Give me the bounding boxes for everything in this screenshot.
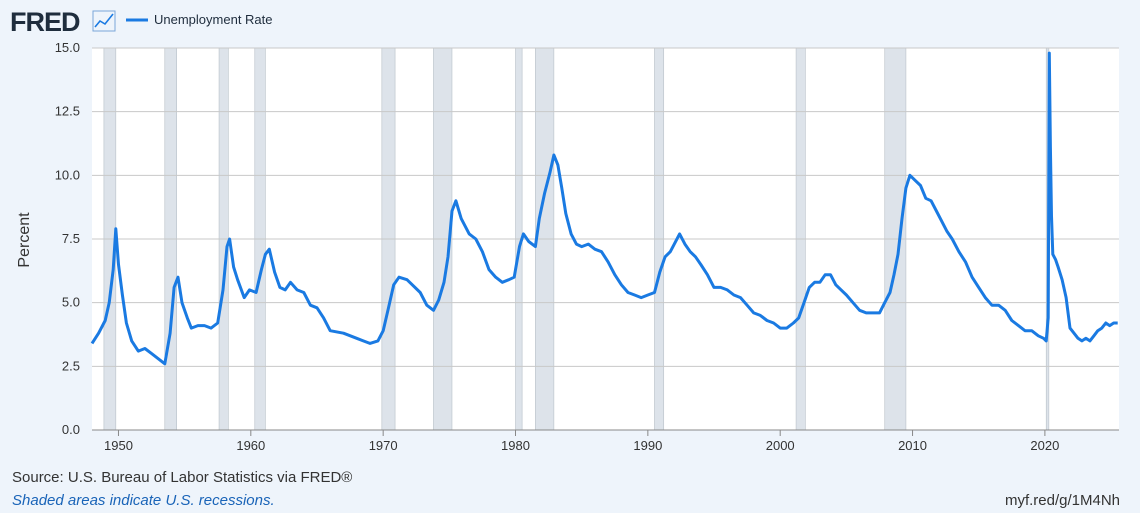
x-tick-label: 1950 <box>104 438 133 453</box>
x-tick-label: 1960 <box>236 438 265 453</box>
y-tick-label: 7.5 <box>62 231 80 246</box>
chart-line-icon <box>92 10 116 32</box>
legend: Unemployment Rate <box>126 12 273 27</box>
unemployment-chart: FRED Unemployment Rate 0.0 2.5 5.0 7.5 10.0 1… <box>10 7 1119 453</box>
x-tick-label: 2000 <box>766 438 795 453</box>
y-tick-label: 2.5 <box>62 358 80 373</box>
x-tick-label: 1970 <box>369 438 398 453</box>
x-tick-label: 2020 <box>1030 438 1059 453</box>
series-line-unemployment-rate <box>90 51 1118 366</box>
short-link[interactable]: myf.red/g/1M4Nh <box>1004 492 1120 509</box>
y-tick-label: 12.5 <box>55 104 80 119</box>
y-tick-label: 0.0 <box>62 422 80 437</box>
recession-note: Shaded areas indicate U.S. recessions. <box>12 492 275 509</box>
y-tick-label: 10.0 <box>55 167 80 182</box>
x-axis-ticks: 1950 1960 1970 1980 1990 2000 2010 2020 <box>104 430 1059 453</box>
legend-label-unemployment-rate: Unemployment Rate <box>154 12 273 27</box>
x-tick-label: 2010 <box>898 438 927 453</box>
x-tick-label: 1980 <box>501 438 530 453</box>
y-axis-title: Percent <box>16 212 33 268</box>
y-axis-ticks: 0.0 2.5 5.0 7.5 10.0 12.5 15.0 <box>55 40 80 437</box>
y-tick-label: 5.0 <box>62 295 80 310</box>
source-text: Source: U.S. Bureau of Labor Statistics … <box>12 469 353 486</box>
y-tick-label: 15.0 <box>55 40 80 55</box>
fred-logo[interactable]: FRED <box>10 7 81 37</box>
x-tick-label: 1990 <box>633 438 662 453</box>
